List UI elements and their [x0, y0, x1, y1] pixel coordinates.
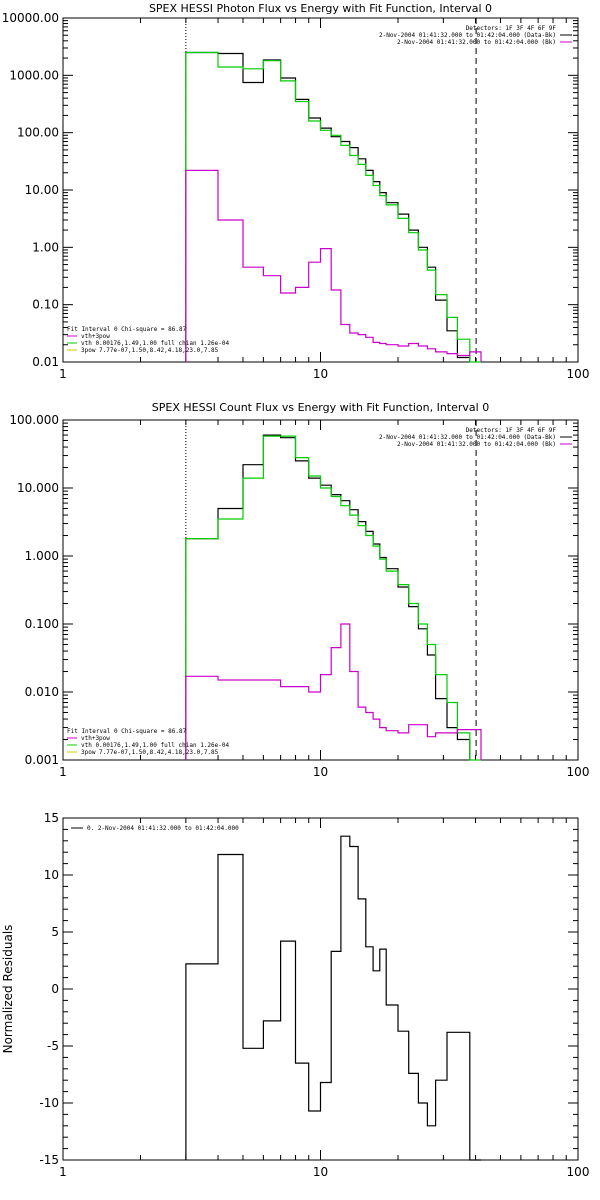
x-tick-label: 100 [567, 367, 590, 381]
chart-title: SPEX HESSI Photon Flux vs Energy with Fi… [149, 2, 492, 15]
y-tick-label: -10 [39, 1096, 59, 1110]
y-tick-label: 10000.00 [2, 11, 59, 25]
legend-entry: 0. 2-Nov-2004 01:41:32.000 to 01:42:04.0… [87, 825, 239, 832]
x-tick-label: 1 [59, 765, 67, 779]
legend-entry: Detectors: 1F 3F 4F 6F 9F [466, 25, 557, 32]
legend-entry: Fit Interval 0 Chi-square = 86.87 [67, 728, 187, 735]
x-tick-label: 10 [313, 367, 328, 381]
y-tick-label: 0.010 [25, 685, 59, 699]
series-magenta-step [185, 169, 482, 362]
series-black-step [185, 434, 471, 760]
y-tick-label: 100.000 [9, 413, 59, 427]
legend-entry: 2-Nov-2004 01:41:32.000 to 01:42:04.000 … [379, 32, 556, 39]
y-tick-label: -5 [47, 1039, 59, 1053]
x-tick-label: 1 [59, 367, 67, 381]
chart-panel-1: SPEX HESSI Photon Flux vs Energy with Fi… [2, 2, 590, 381]
y-axis-label: Normalized Residuals [1, 925, 15, 1054]
legend-entry: 3pow 7.77e-07,1.50,8.42,4.18,23.0,7.85 [81, 749, 219, 756]
y-tick-label: 5 [51, 925, 59, 939]
legend-entry: vth 0.00176,1.49,1.00 full chian 1.26e-0… [81, 340, 229, 347]
x-tick-label: 1 [59, 1165, 67, 1179]
x-tick-label: 10 [313, 1165, 328, 1179]
y-tick-label: 1000.00 [9, 68, 59, 82]
y-tick-label: 10.00 [25, 183, 59, 197]
series-magenta-step [185, 623, 482, 760]
y-tick-label: 100.00 [17, 126, 59, 140]
y-tick-label: 0 [51, 982, 59, 996]
legend-entry: Fit Interval 0 Chi-square = 86.87 [67, 326, 187, 333]
legend-entry: vth 0.00176,1.49,1.00 full chian 1.26e-0… [81, 742, 229, 749]
chart-panel-2: SPEX HESSI Count Flux vs Energy with Fit… [9, 401, 589, 779]
series-green-step [185, 435, 481, 761]
legend-entry: 2-Nov-2004 01:41:32.000 to 01:42:04.000 … [397, 441, 556, 448]
y-tick-label: 10.000 [17, 481, 59, 495]
y-tick-label: 1.00 [32, 240, 59, 254]
plot-frame [62, 419, 579, 761]
series-black-step [185, 51, 471, 362]
legend-entry: Detectors: 1F 3F 4F 6F 9F [466, 427, 557, 434]
series-black-step [185, 835, 481, 1161]
y-tick-label: 0.01 [32, 355, 59, 369]
y-tick-label: 10 [44, 868, 59, 882]
y-tick-label: 0.100 [25, 617, 59, 631]
chart-panel-3: 1 10 100 -15 -10 -5 0 5 10 15 Normalized Residuals… [1, 811, 589, 1179]
y-tick-label: 15 [44, 811, 59, 825]
x-tick-label: 10 [313, 765, 328, 779]
legend-entry: vth+3pow [81, 735, 110, 742]
legend-entry: vth+3pow [81, 333, 110, 340]
x-tick-label: 100 [567, 765, 590, 779]
x-tick-label: 100 [567, 1165, 590, 1179]
y-tick-label: 1.000 [25, 549, 59, 563]
y-tick-label: 0.001 [25, 753, 59, 767]
y-tick-label: -15 [39, 1153, 59, 1167]
legend-entry: 2-Nov-2004 01:41:32.000 to 01:42:04.000 … [379, 434, 556, 441]
y-tick-label: 0.10 [32, 298, 59, 312]
chart-title: SPEX HESSI Count Flux vs Energy with Fit… [152, 401, 489, 414]
legend-entry: 3pow 7.77e-07,1.50,8.42,4.18,23.0,7.85 [81, 347, 219, 354]
legend-entry: 2-Nov-2004 01:41:32.000 to 01:42:04.000 … [397, 39, 556, 46]
series-green-step [185, 51, 481, 363]
plot-frame [62, 17, 579, 363]
